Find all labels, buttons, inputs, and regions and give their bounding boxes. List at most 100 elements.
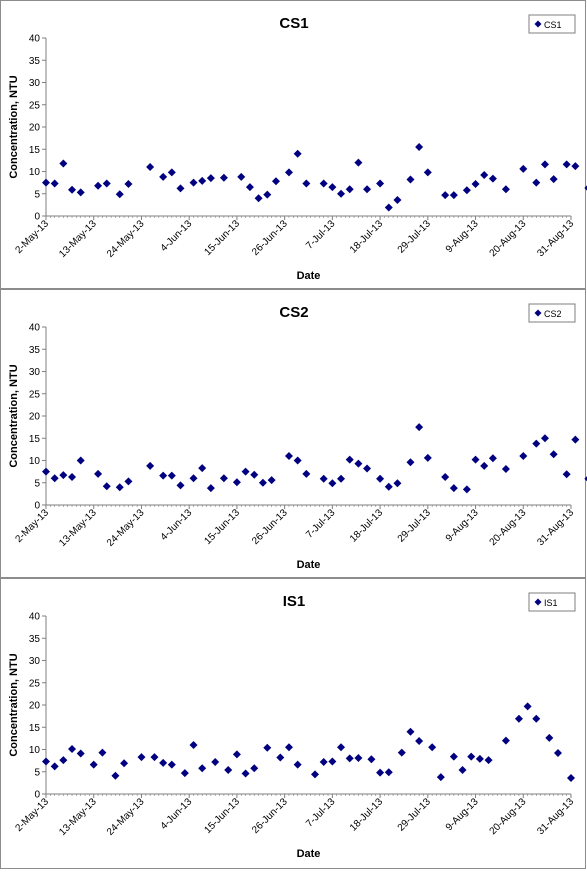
data-point <box>363 464 372 473</box>
data-point <box>488 174 497 183</box>
y-tick-label: 15 <box>29 434 41 445</box>
y-tick-label: 5 <box>34 767 40 778</box>
x-tick-label: 13-May-13 <box>57 507 99 549</box>
chart-title: CS2 <box>279 304 308 321</box>
data-point <box>211 757 220 766</box>
data-point <box>102 179 111 188</box>
data-point <box>384 768 393 777</box>
data-point <box>124 477 133 486</box>
data-point <box>189 474 198 483</box>
y-tick-label: 20 <box>29 123 41 134</box>
data-point <box>458 765 467 774</box>
data-point <box>584 185 587 191</box>
data-point <box>354 459 363 468</box>
x-tick-label: 4-Jun-13 <box>159 507 195 543</box>
data-point <box>50 474 59 483</box>
data-point <box>59 756 68 765</box>
data-point <box>293 760 302 769</box>
data-point <box>167 471 176 480</box>
data-point <box>219 474 228 483</box>
y-axis-title: Concentration, NTU <box>8 75 20 178</box>
data-point <box>428 743 437 752</box>
legend: CS2 <box>528 303 576 323</box>
y-tick-label: 10 <box>29 456 41 467</box>
x-tick-label: 7-Jul-13 <box>304 507 338 541</box>
data-point <box>159 758 168 767</box>
data-point <box>571 162 580 171</box>
x-tick-label: 24-May-13 <box>105 796 147 838</box>
data-point <box>89 760 98 769</box>
data-point <box>167 168 176 177</box>
y-axis-title: Concentration, NTU <box>8 653 20 756</box>
data-point <box>345 754 354 763</box>
y-tick-label: 25 <box>29 389 41 400</box>
data-point <box>449 191 458 200</box>
data-point <box>562 160 571 169</box>
data-point <box>384 203 393 212</box>
chart-panel-is1: IS1 0 5 10 15 20 25 30 35 40 2-May-13 13-May-13 24-M… <box>0 578 586 869</box>
data-point <box>146 163 155 172</box>
data-point <box>449 484 458 493</box>
data-point <box>471 455 480 464</box>
y-tick-label: 5 <box>34 189 40 200</box>
data-point <box>415 143 424 152</box>
data-point <box>354 158 363 167</box>
data-point <box>354 753 363 762</box>
data-point <box>237 172 246 181</box>
data-point <box>514 714 523 723</box>
data-point <box>480 171 489 180</box>
data-point <box>319 474 328 483</box>
y-tick-label: 25 <box>29 100 41 111</box>
data-point <box>293 149 302 158</box>
x-tick-label: 29-Jul-13 <box>396 796 434 834</box>
data-point <box>462 186 471 195</box>
legend-label: CS2 <box>544 309 562 319</box>
data-point <box>328 479 337 488</box>
data-point <box>488 454 497 463</box>
legend-label: CS1 <box>544 20 562 30</box>
x-tick-label: 15-Jun-13 <box>202 218 242 258</box>
data-point <box>449 752 458 761</box>
data-point <box>120 759 129 768</box>
data-point <box>376 768 385 777</box>
data-point <box>345 185 354 194</box>
data-point <box>137 753 146 762</box>
data-point <box>271 177 280 186</box>
data-point <box>94 469 103 478</box>
data-point <box>532 714 541 723</box>
data-point <box>250 764 259 773</box>
data-point <box>523 702 532 711</box>
y-tick-label: 30 <box>29 656 41 667</box>
data-point <box>76 456 85 465</box>
data-point <box>241 467 250 476</box>
x-tick-label: 13-May-13 <box>57 218 99 260</box>
x-tick-label: 26-Jun-13 <box>250 218 290 258</box>
data-point <box>115 190 124 199</box>
data-point <box>406 727 415 736</box>
data-point <box>367 755 376 764</box>
data-point <box>567 773 575 782</box>
data-point <box>328 183 337 192</box>
data-point <box>302 469 311 478</box>
data-point <box>501 464 510 473</box>
data-point <box>319 757 328 766</box>
data-point <box>245 183 254 192</box>
data-point <box>250 470 259 479</box>
data-point <box>198 464 207 473</box>
chart-title: CS1 <box>279 15 308 32</box>
data-point <box>423 168 432 177</box>
data-point <box>189 178 198 187</box>
data-point <box>68 472 77 481</box>
x-tick-label: 15-Jun-13 <box>202 796 242 836</box>
x-tick-label: 31-Aug-13 <box>535 218 576 259</box>
x-tick-label: 4-Jun-13 <box>159 796 195 832</box>
data-point <box>59 159 68 168</box>
data-point <box>584 476 587 482</box>
data-point <box>263 190 272 199</box>
data-point <box>501 185 510 194</box>
data-point <box>423 453 432 462</box>
y-tick-label: 20 <box>29 412 41 423</box>
data-point <box>180 769 189 778</box>
data-point <box>406 175 415 184</box>
data-point <box>150 753 159 762</box>
